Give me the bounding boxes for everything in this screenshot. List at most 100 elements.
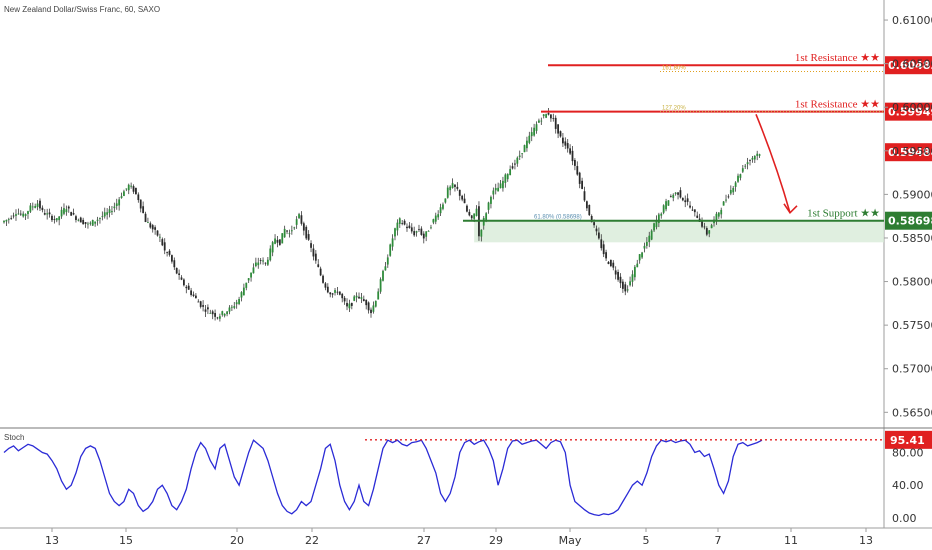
candle [444, 198, 447, 204]
candle [10, 215, 13, 220]
candle [132, 184, 135, 194]
level-badge-text: 0.60482 [888, 59, 932, 72]
candle [171, 254, 173, 264]
candle [99, 217, 101, 224]
stoch-line [3, 439, 763, 517]
candle [166, 251, 169, 257]
candle [521, 153, 524, 159]
candle [456, 182, 459, 191]
candle [600, 234, 603, 251]
candle [451, 178, 454, 189]
time-tick-label: 15 [119, 534, 133, 547]
candle [552, 113, 555, 122]
candle [717, 212, 720, 219]
candle [218, 313, 221, 322]
candle [674, 192, 677, 196]
candle [175, 267, 178, 275]
level-label: 1st Support ★★ [807, 208, 880, 220]
candle [91, 219, 94, 227]
candle [283, 225, 286, 238]
candle [722, 201, 725, 206]
candle [466, 204, 468, 213]
candle [463, 193, 466, 204]
candle [276, 235, 279, 248]
candle [449, 185, 452, 196]
candle [667, 200, 670, 206]
candle [334, 287, 336, 296]
candle [413, 226, 416, 237]
candle [415, 230, 418, 237]
candle [307, 230, 310, 241]
candle [514, 159, 516, 170]
time-tick-label: 13 [45, 534, 59, 547]
candle [638, 253, 641, 264]
candle [581, 177, 583, 190]
candle [391, 234, 394, 251]
candle [398, 217, 401, 228]
candle [382, 269, 384, 282]
candle [370, 307, 372, 318]
candle [504, 173, 507, 188]
candle [410, 223, 413, 234]
candle [725, 194, 727, 203]
level-label: 1st Resistance ★★ [795, 99, 880, 111]
candle [31, 202, 34, 211]
candle [24, 213, 27, 220]
candle [168, 249, 171, 257]
candle [288, 229, 291, 238]
candle [492, 187, 495, 200]
candle [149, 221, 152, 229]
candle [386, 254, 389, 268]
candle [446, 185, 449, 199]
candle [233, 302, 236, 310]
candle [29, 202, 32, 213]
candle [118, 196, 121, 211]
candle [533, 123, 536, 137]
candle [34, 203, 37, 209]
candle [665, 198, 667, 212]
candle [67, 205, 70, 213]
candle [557, 124, 560, 139]
candle [125, 188, 128, 192]
candle [403, 219, 406, 226]
candle [526, 136, 528, 152]
candle [266, 257, 269, 266]
candle [127, 183, 130, 195]
candle [358, 292, 360, 300]
candle [22, 211, 25, 218]
candle [235, 299, 238, 309]
candle [672, 193, 675, 202]
candle [569, 144, 572, 156]
candle [617, 269, 619, 282]
candle [106, 208, 109, 220]
candle [331, 292, 334, 298]
candle [58, 216, 61, 226]
candle [653, 222, 655, 232]
candle [240, 291, 243, 302]
time-tick-label: 20 [230, 534, 244, 547]
candle [221, 310, 224, 317]
fib-label: 61.80% (0.58698) [534, 215, 582, 221]
fib-label: 161.80% [662, 65, 686, 71]
candle [259, 258, 262, 265]
candle [511, 162, 514, 170]
candle [696, 211, 699, 219]
time-tick-label: 5 [643, 534, 650, 547]
candle [15, 209, 17, 221]
candle [3, 220, 5, 224]
candle [89, 221, 92, 226]
candle [535, 121, 538, 134]
candle [502, 176, 504, 192]
candle [655, 215, 658, 230]
candle [583, 186, 586, 202]
candle [355, 292, 358, 303]
candle [336, 286, 339, 295]
time-tick-label: 13 [859, 534, 873, 547]
candle [209, 309, 212, 314]
support-zone [474, 220, 884, 243]
level-label: 1st Resistance ★★ [795, 52, 880, 64]
candle [197, 299, 200, 303]
chart-title: New Zealand Dollar/Swiss Franc, 60, SAXO [4, 5, 160, 14]
